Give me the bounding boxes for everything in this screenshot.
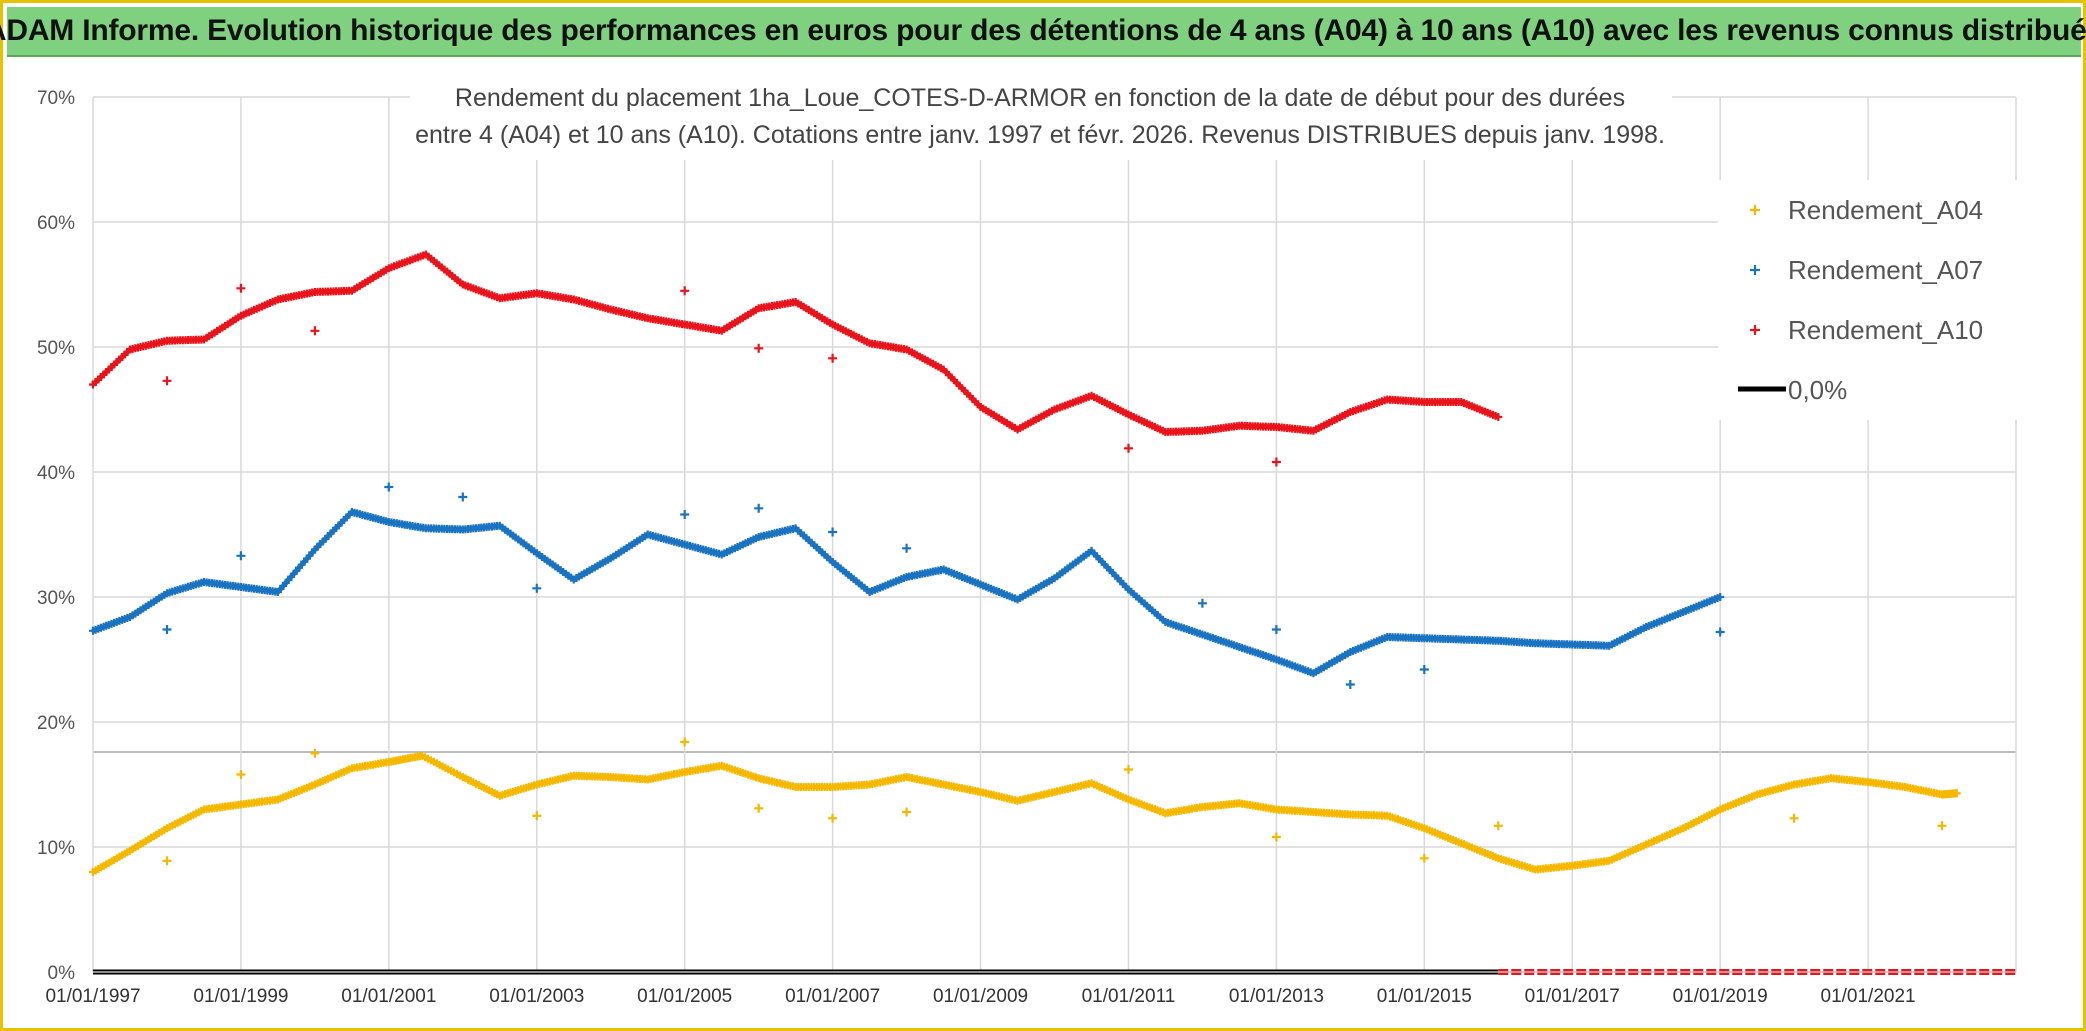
series-Rendement_A04 <box>89 751 1961 876</box>
chart-title-line: Rendement du placement 1ha_Loue_COTES-D-… <box>455 84 1625 112</box>
chart-title: Rendement du placement 1ha_Loue_COTES-D-… <box>410 74 1672 160</box>
y-tick-label: 0% <box>48 963 76 984</box>
series-Rendement_A10 <box>89 250 1503 436</box>
y-tick-label: 30% <box>37 588 75 609</box>
outlier-point <box>1271 625 1281 634</box>
outlier-point <box>162 856 172 866</box>
outlier-point <box>828 527 838 537</box>
outlier-point <box>1271 832 1281 842</box>
x-tick-label: 01/01/2013 <box>1229 986 1324 1007</box>
outlier-point <box>162 376 172 386</box>
x-tick-label: 01/01/2007 <box>785 986 880 1007</box>
x-tick-label: 01/01/1999 <box>193 986 288 1007</box>
y-tick-label: 60% <box>37 213 75 234</box>
x-tick-label: 01/01/2015 <box>1377 986 1472 1007</box>
report-banner: ADAM Informe. Evolution historique des p… <box>0 7 2086 57</box>
outlier-point <box>754 803 764 813</box>
outlier-point <box>828 813 838 823</box>
title-background <box>410 74 1672 160</box>
y-tick-label: 40% <box>37 463 75 484</box>
series-line <box>91 252 1500 435</box>
x-tick-label: 01/01/2009 <box>933 986 1028 1007</box>
legend-label: Rendement_A04 <box>1788 195 1983 225</box>
report-title: ADAM Informe. Evolution historique des p… <box>0 14 2086 47</box>
x-tick-label: 01/01/2005 <box>637 986 732 1007</box>
chart-title-line: entre 4 (A04) et 10 ans (A10). Cotations… <box>415 121 1665 149</box>
y-tick-label: 20% <box>37 713 75 734</box>
outlier-point <box>1271 457 1281 467</box>
x-tick-label: 01/01/2019 <box>1673 986 1768 1007</box>
outlier-point <box>1345 680 1355 689</box>
outlier-point <box>1715 627 1725 637</box>
outlier-point <box>236 551 246 561</box>
outlier-point <box>754 503 764 513</box>
data-point <box>1952 789 1961 798</box>
outlier-point <box>1493 821 1503 831</box>
legend-background <box>1718 180 2018 420</box>
axes: 0% 10% 20% 30% 40% 50% 60% 70% 01/01/1997 01/01/1… <box>37 88 2016 1007</box>
x-tick-label: 01/01/2021 <box>1821 986 1916 1007</box>
x-tick-label: 01/01/2017 <box>1525 986 1620 1007</box>
x-tick-label: 01/01/1997 <box>45 986 140 1007</box>
outlier-point <box>828 353 838 363</box>
legend-marker <box>1750 205 1760 215</box>
outlier-point <box>1124 765 1133 774</box>
outlier-point <box>1197 598 1207 608</box>
series-line <box>91 753 1958 875</box>
outlier-point <box>310 748 320 758</box>
data-point <box>1716 593 1725 601</box>
outlier-point <box>1419 665 1429 674</box>
outlier-point <box>1419 853 1429 863</box>
outlier-point <box>384 482 394 492</box>
series-Rendement_A07 <box>89 508 1725 678</box>
outlier-point <box>680 510 690 519</box>
outlier-point <box>532 583 542 593</box>
outlier-point <box>1789 813 1799 823</box>
series-line <box>92 509 1722 676</box>
outlier-point <box>902 543 912 553</box>
outlier-point <box>902 807 912 817</box>
outlier-point <box>236 770 246 779</box>
y-tick-label: 70% <box>37 88 75 109</box>
outlier-point <box>1937 821 1947 831</box>
legend-label: 0,0% <box>1788 375 1847 405</box>
x-tick-label: 01/01/2011 <box>1082 986 1176 1007</box>
outlier-point <box>680 737 690 747</box>
outlier-point <box>754 343 764 353</box>
outlier-point <box>236 283 246 293</box>
data-point <box>1494 413 1503 421</box>
outlier-point <box>162 625 172 634</box>
legend-label: Rendement_A10 <box>1788 315 1983 345</box>
outlier-point <box>310 326 320 336</box>
outlier-point <box>680 286 690 296</box>
y-tick-label: 50% <box>37 338 75 359</box>
y-tick-label: 10% <box>37 838 75 859</box>
x-tick-label: 01/01/2003 <box>489 986 584 1007</box>
outlier-point <box>458 492 468 502</box>
legend-marker <box>1750 325 1760 335</box>
legend-label: Rendement_A07 <box>1788 255 1983 285</box>
outlier-point <box>532 811 542 821</box>
legend-marker <box>1750 265 1760 275</box>
outlier-point <box>1124 443 1133 453</box>
x-tick-label: 01/01/2001 <box>341 986 436 1007</box>
legend: Rendement_A04 Rendement_A07 Rendement_A10 0… <box>1718 180 2018 420</box>
